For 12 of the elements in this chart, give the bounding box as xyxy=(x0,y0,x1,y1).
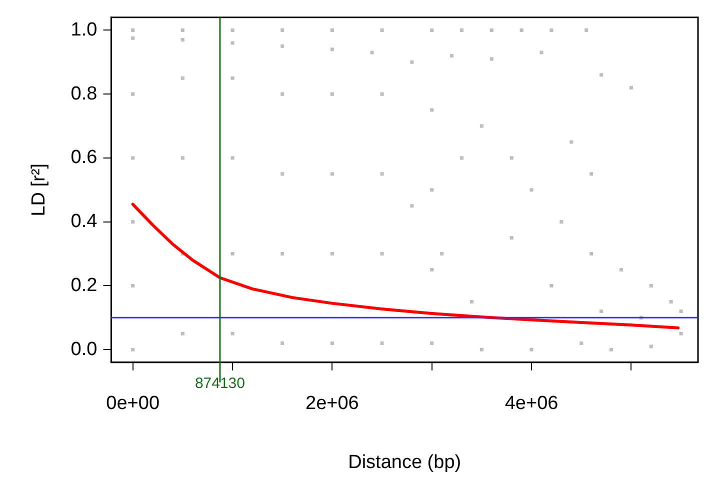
y-tick-label: 0.8 xyxy=(70,83,98,104)
y-tick-label: 0.4 xyxy=(70,211,98,232)
x-tick-label: 4e+06 xyxy=(504,393,558,414)
y-tick-label: 0.6 xyxy=(70,147,98,168)
y-tick-label: 1.0 xyxy=(70,19,98,40)
y-tick-label: 0.2 xyxy=(70,274,98,296)
y-axis-title: LD [r²] xyxy=(28,164,50,216)
x-tick-label: 2e+06 xyxy=(306,393,359,414)
y-tick-label: 0.0 xyxy=(70,338,98,360)
x-axis-title: Distance (bp) xyxy=(348,452,462,473)
x-tick-label: 0e+00 xyxy=(106,393,160,414)
ref-line-label: 874130 xyxy=(194,375,245,392)
